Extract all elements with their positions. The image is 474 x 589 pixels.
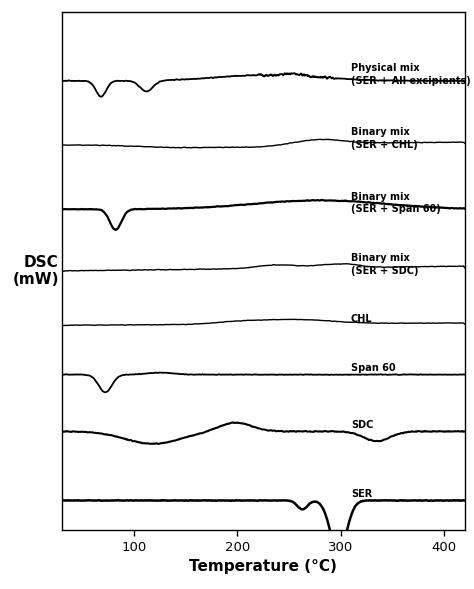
X-axis label: Temperature (°C): Temperature (°C) xyxy=(189,559,337,574)
Text: SDC: SDC xyxy=(351,420,373,430)
Text: SER: SER xyxy=(351,489,372,499)
Text: Binary mix
(SER + CHL): Binary mix (SER + CHL) xyxy=(351,127,418,150)
Text: CHL: CHL xyxy=(351,314,373,324)
Text: Binary mix
(SER + Span 60): Binary mix (SER + Span 60) xyxy=(351,191,441,214)
Text: Binary mix
(SER + SDC): Binary mix (SER + SDC) xyxy=(351,253,419,276)
Y-axis label: DSC
(mW): DSC (mW) xyxy=(12,254,59,287)
Text: Physical mix
(SER + All excipients): Physical mix (SER + All excipients) xyxy=(351,63,471,85)
Text: Span 60: Span 60 xyxy=(351,363,395,373)
